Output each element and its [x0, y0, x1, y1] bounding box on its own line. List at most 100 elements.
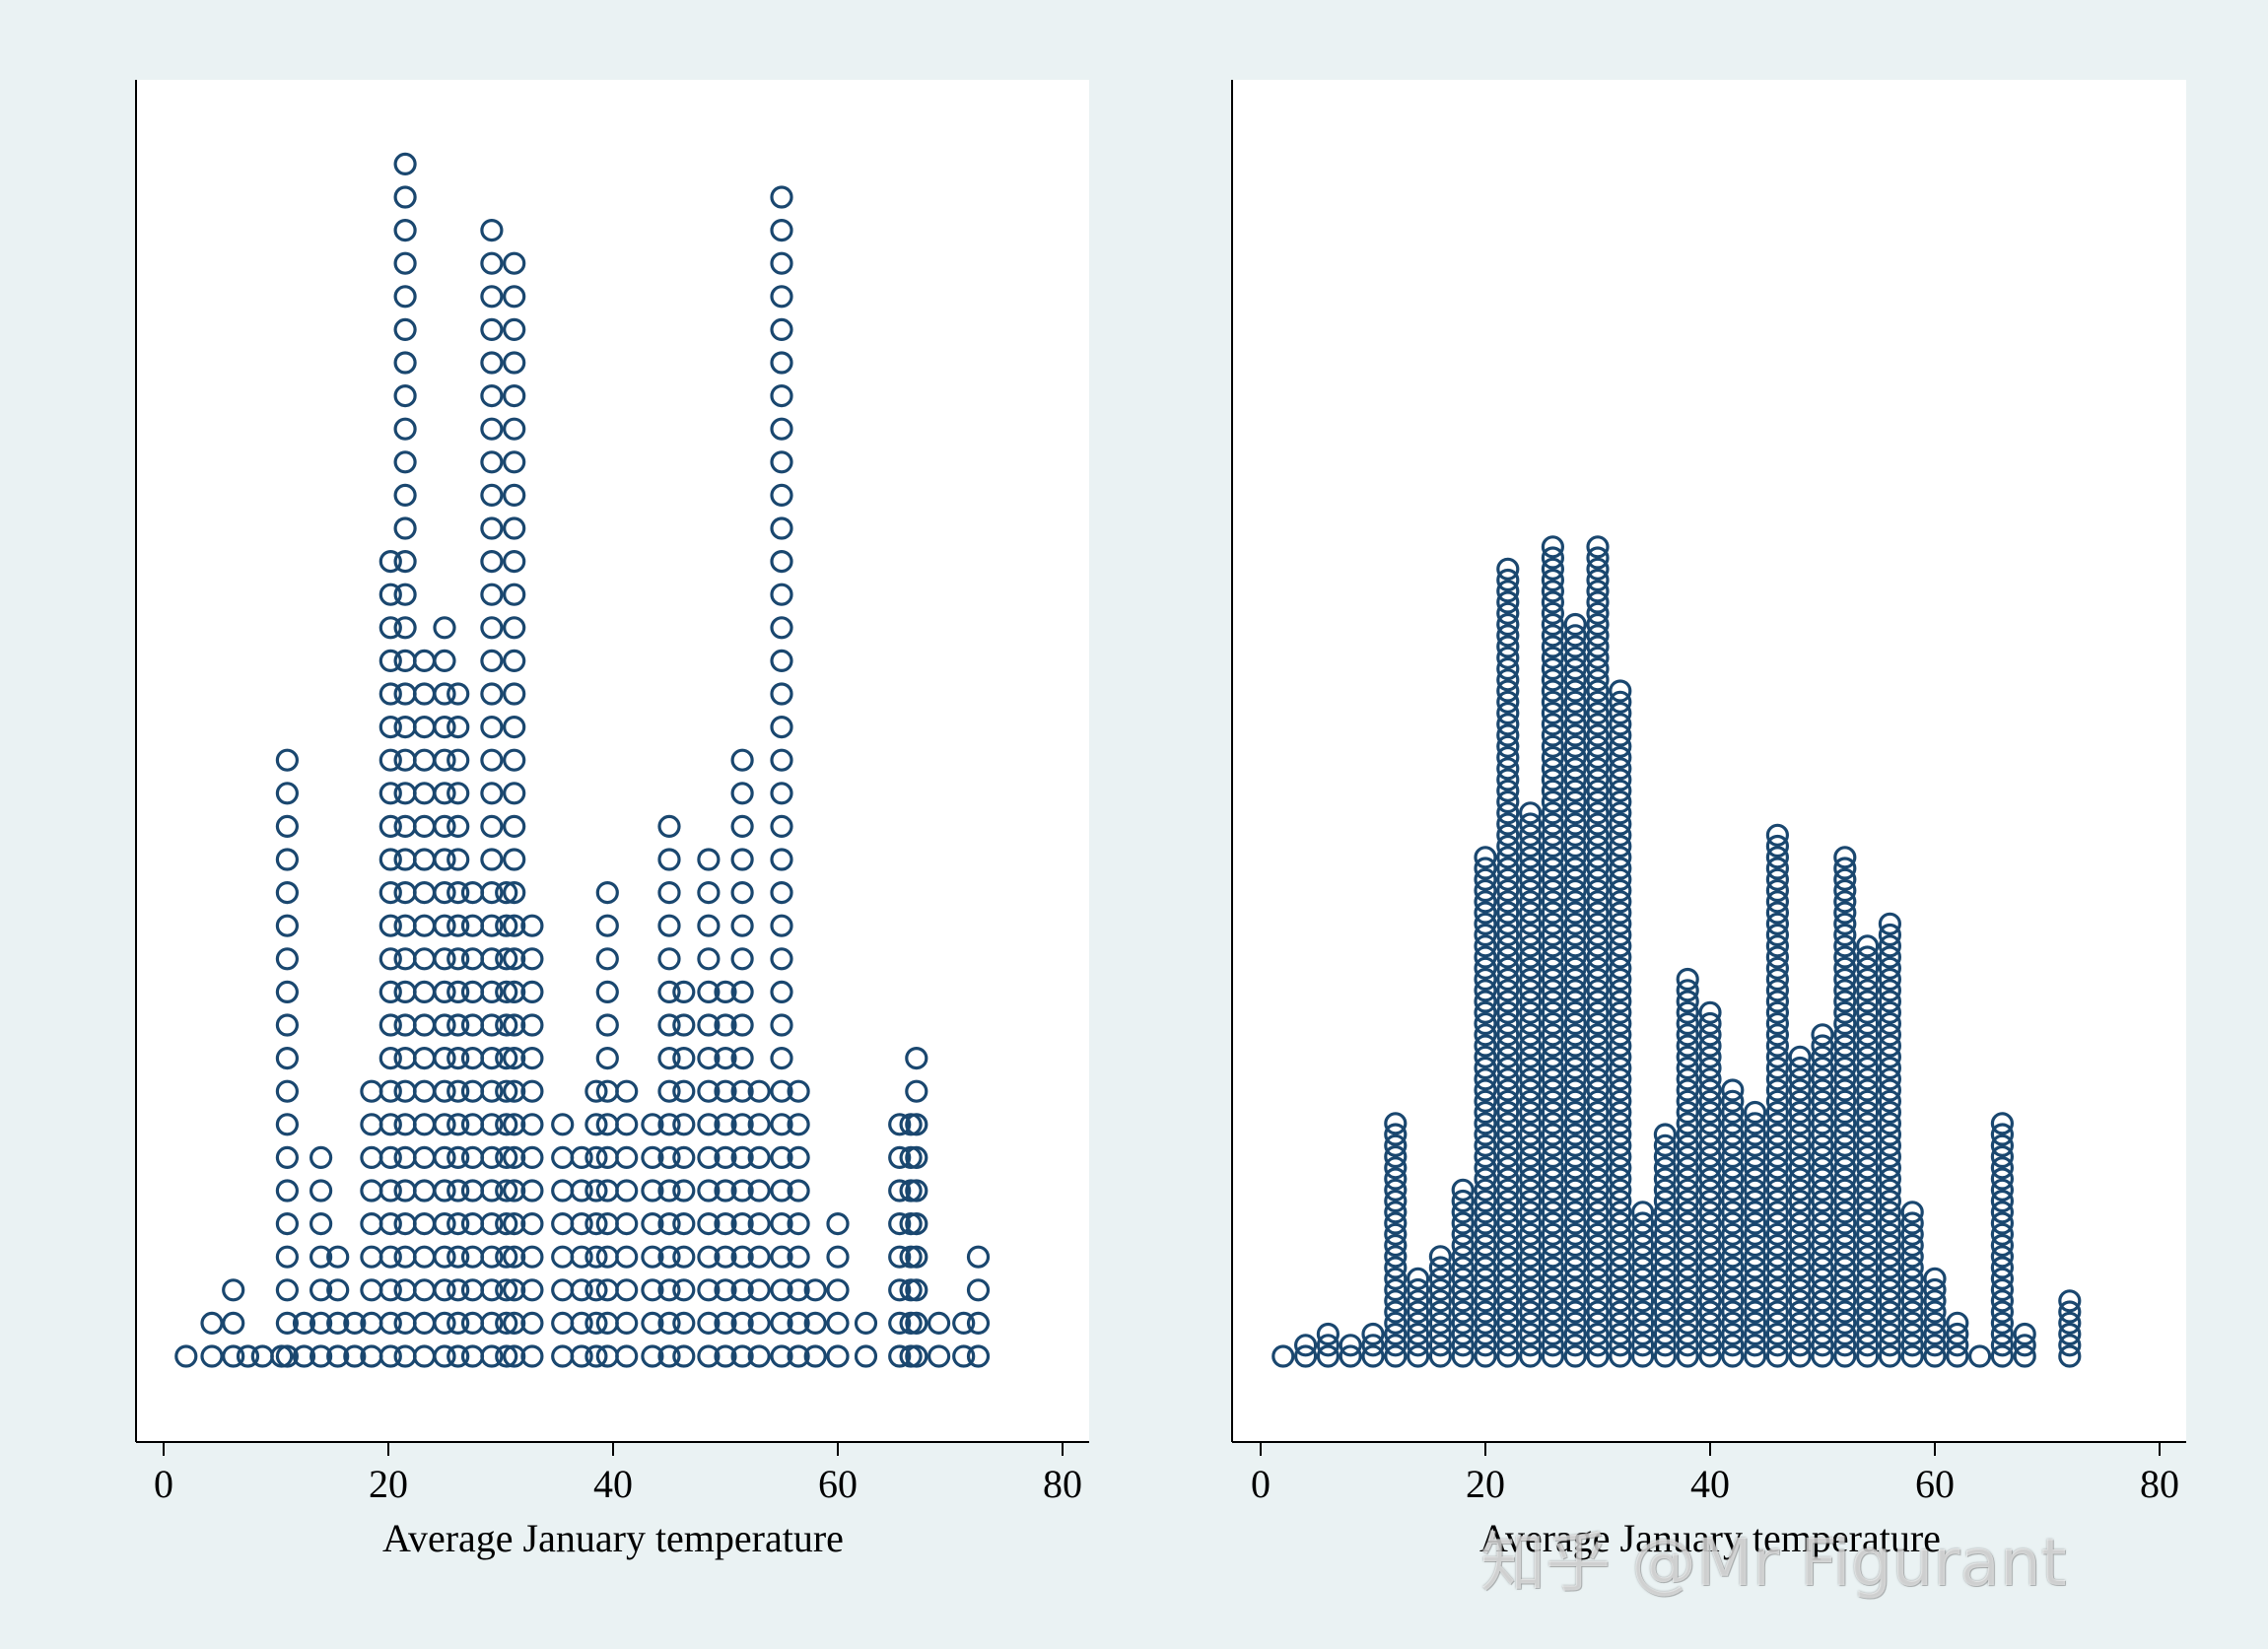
- data-point: [222, 1344, 245, 1368]
- data-point: [787, 1211, 810, 1236]
- data-point: [1765, 834, 1790, 859]
- data-point: [1609, 713, 1632, 736]
- data-point: [770, 914, 793, 937]
- data-point: [1406, 1277, 1430, 1302]
- data-point: [1541, 601, 1565, 625]
- data-point: [1855, 1256, 1880, 1279]
- data-point: [1765, 1222, 1790, 1246]
- data-point: [770, 1179, 793, 1202]
- data-point: [1563, 867, 1587, 891]
- data-point: [641, 1179, 664, 1202]
- data-point: [1384, 1156, 1408, 1180]
- data-point: [433, 1245, 456, 1269]
- data-point: [495, 914, 518, 937]
- data-point: [770, 682, 793, 706]
- data-point: [1609, 1067, 1632, 1091]
- data-point: [1293, 1344, 1318, 1368]
- data-point: [1496, 601, 1520, 625]
- data-point: [672, 1179, 696, 1202]
- data-point: [1855, 956, 1880, 980]
- data-point: [1518, 1056, 1543, 1080]
- data-point: [1541, 1222, 1565, 1246]
- data-point: [1496, 690, 1520, 714]
- data-point: [1541, 1311, 1565, 1335]
- data-point: [1878, 1000, 1902, 1024]
- data-point: [1698, 1089, 1722, 1113]
- data-point: [697, 880, 721, 905]
- data-point: [1765, 1322, 1790, 1346]
- data-point: [1676, 1034, 1699, 1058]
- data-point: [1833, 867, 1857, 891]
- data-point: [1586, 956, 1610, 980]
- data-point: [1474, 934, 1497, 958]
- data-point: [641, 1245, 664, 1269]
- data-point: [1496, 1211, 1520, 1235]
- data-point: [1518, 801, 1543, 825]
- data-point: [1474, 1344, 1497, 1368]
- data-point: [1630, 1322, 1655, 1346]
- data-point: [730, 880, 754, 905]
- data-point: [730, 914, 754, 937]
- data-point: [770, 980, 793, 1004]
- data-point: [1630, 1344, 1655, 1368]
- data-point: [1451, 1334, 1475, 1357]
- data-point: [888, 1344, 912, 1368]
- data-point: [447, 748, 470, 772]
- data-point: [1518, 1344, 1543, 1368]
- data-point: [730, 1046, 754, 1070]
- data-point: [447, 1145, 470, 1170]
- data-point: [1496, 568, 1520, 592]
- data-point: [1923, 1334, 1947, 1357]
- data-point: [1541, 590, 1565, 614]
- data-point: [480, 1079, 504, 1103]
- data-point: [1698, 1211, 1722, 1235]
- data-point: [433, 1046, 456, 1070]
- data-point: [1428, 1256, 1453, 1279]
- data-point: [1855, 1167, 1880, 1191]
- data-point: [1811, 1089, 1834, 1113]
- data-point: [1878, 1245, 1902, 1269]
- data-point: [480, 1278, 504, 1302]
- data-point: [1518, 934, 1543, 958]
- data-point: [1451, 1344, 1475, 1368]
- data-point: [1563, 713, 1587, 736]
- data-point: [1384, 1300, 1408, 1324]
- data-point: [1765, 1023, 1790, 1047]
- data-point: [1609, 1112, 1632, 1135]
- data-point: [378, 1113, 402, 1136]
- data-point: [1698, 1311, 1722, 1335]
- data-point: [1698, 1256, 1722, 1279]
- data-point: [584, 1145, 608, 1170]
- data-point: [1563, 1112, 1587, 1135]
- data-point: [1721, 1256, 1745, 1279]
- data-point: [657, 1046, 681, 1070]
- data-point: [1586, 1034, 1610, 1058]
- data-point: [1384, 1222, 1408, 1246]
- data-point: [1541, 1144, 1565, 1169]
- data-point: [447, 1211, 470, 1236]
- data-point: [1518, 1045, 1543, 1068]
- data-point: [1518, 1211, 1543, 1235]
- data-point: [1586, 1233, 1610, 1258]
- data-point: [1541, 1289, 1565, 1313]
- data-point: [1721, 1222, 1745, 1246]
- data-point: [714, 1079, 737, 1103]
- data-point: [803, 1344, 827, 1368]
- data-point: [520, 1079, 544, 1103]
- data-point: [1878, 1023, 1902, 1047]
- data-point: [275, 914, 299, 937]
- data-point: [1496, 901, 1520, 925]
- data-point: [1743, 1300, 1767, 1324]
- data-point: [747, 1079, 771, 1103]
- data-point: [1541, 557, 1565, 581]
- data-point: [275, 1245, 299, 1269]
- data-point: [1609, 990, 1632, 1013]
- data-point: [747, 1211, 771, 1236]
- data-point: [1721, 1100, 1745, 1125]
- data-point: [1630, 1267, 1655, 1290]
- data-point: [1923, 1289, 1947, 1313]
- data-point: [730, 848, 754, 871]
- data-point: [1384, 1112, 1408, 1135]
- data-point: [1609, 1211, 1632, 1235]
- data-point: [1878, 1156, 1902, 1180]
